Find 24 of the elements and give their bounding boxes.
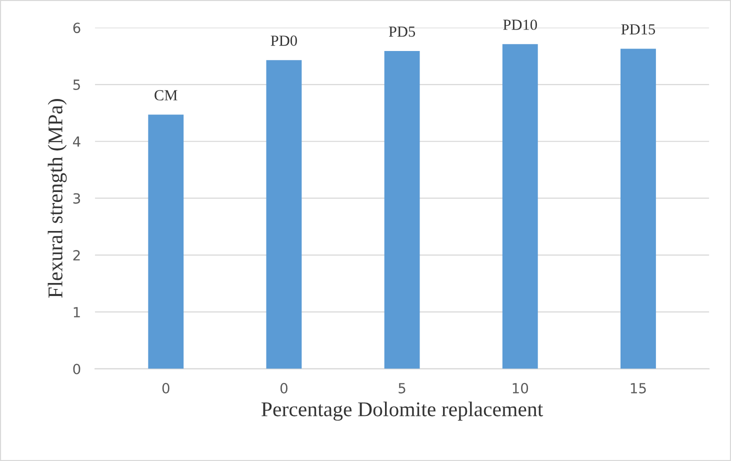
data-label: PD15: [621, 24, 656, 34]
x-tick-label: 5: [398, 383, 406, 394]
data-label: PD0: [270, 36, 297, 46]
y-axis-title: Flexural strength (MPa): [48, 99, 67, 298]
y-tick-label: 0: [73, 364, 80, 374]
x-tick-label: 0: [280, 382, 288, 394]
bar: [148, 114, 184, 369]
x-tick-label: 0: [162, 382, 170, 394]
y-tick-label: 6: [73, 22, 80, 34]
bar: [384, 50, 420, 369]
y-tick-label: 2: [73, 250, 80, 260]
bar: [502, 44, 538, 369]
data-label: PD10: [503, 20, 537, 30]
bar: [620, 48, 656, 369]
data-label: CM: [154, 90, 178, 100]
y-tick-label: 4: [72, 136, 80, 147]
x-tick-label: 15: [630, 383, 646, 394]
y-tick-label: 1: [74, 307, 80, 318]
x-tick-label: 10: [512, 382, 528, 394]
y-tick-label: 3: [73, 193, 80, 204]
bar: [266, 60, 302, 369]
y-tick-label: 5: [73, 80, 80, 90]
x-axis-title: Percentage Dolomite replacement: [262, 402, 544, 421]
data-label: PD5: [388, 26, 416, 37]
